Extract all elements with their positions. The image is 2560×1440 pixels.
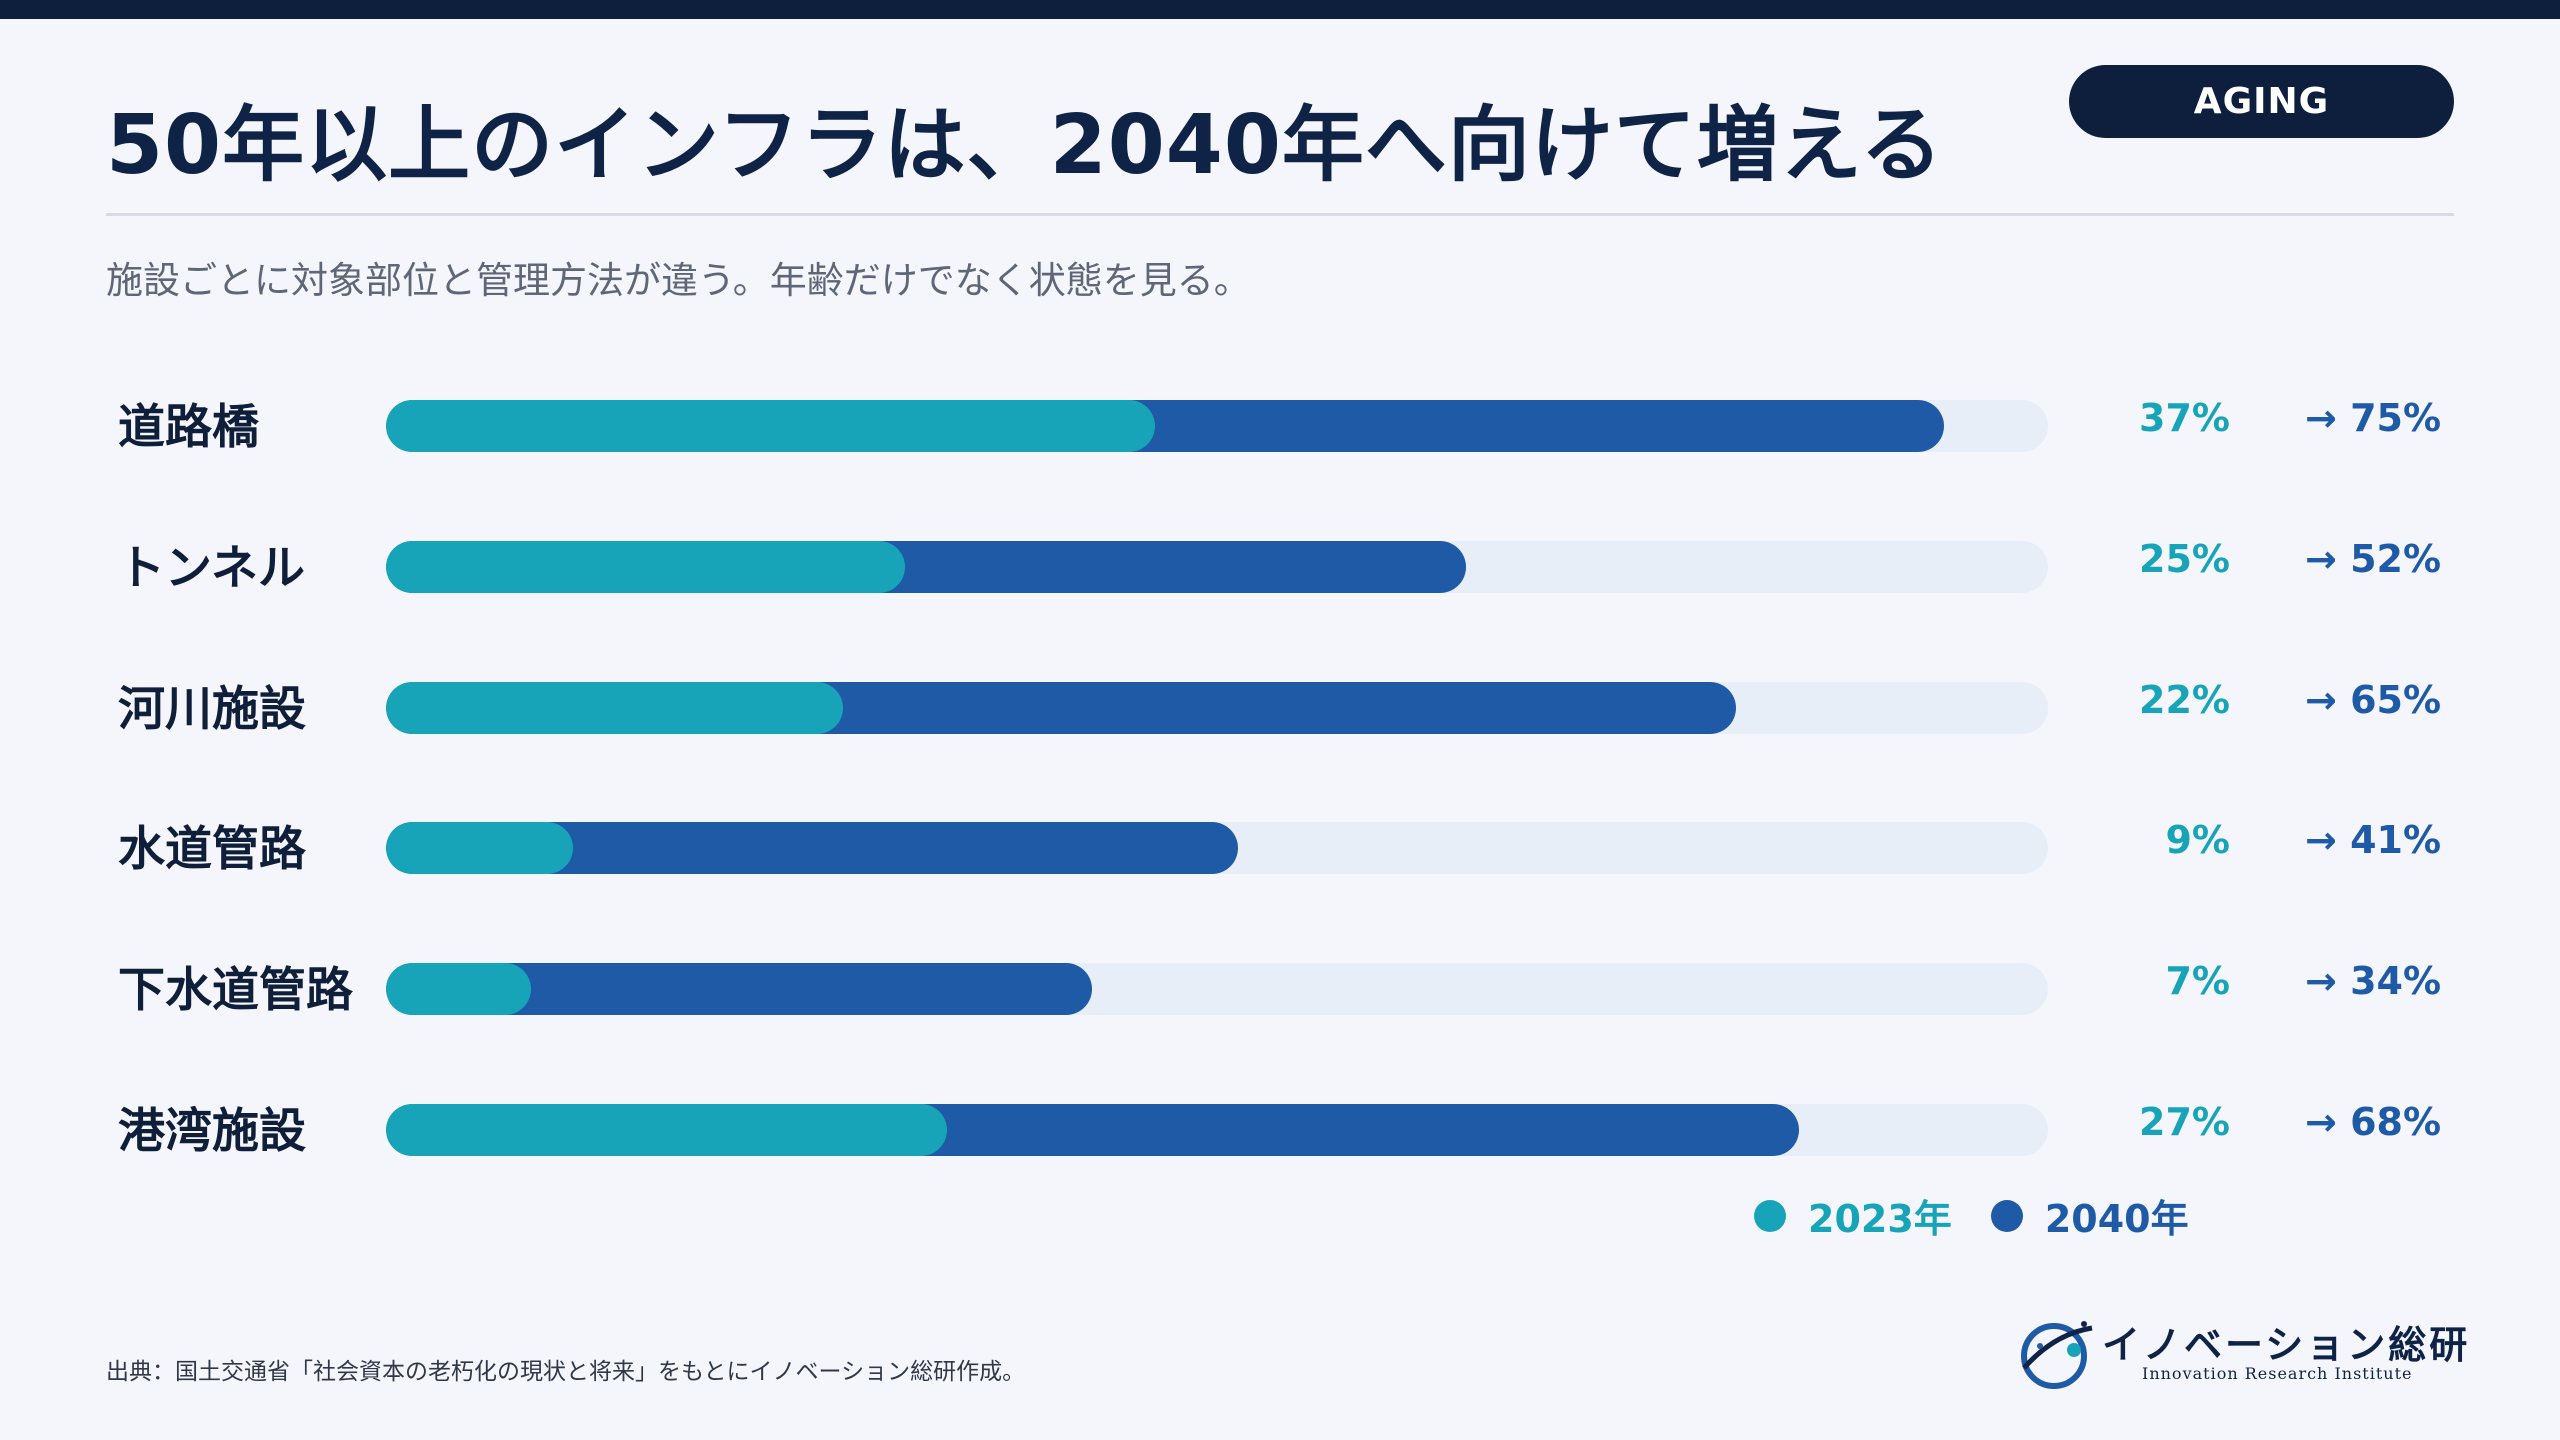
legend-label-2023: 2023年 [1808, 1197, 1952, 1241]
bar-track [386, 400, 2048, 452]
category-label: 道路橋 [118, 400, 259, 455]
title-divider [106, 213, 2454, 216]
chart-row: 水道管路 9% → 41% [0, 788, 2560, 888]
aging-badge: AGING [2069, 65, 2454, 138]
legend-label-2040: 2040年 [2044, 1197, 2189, 1241]
bar-track [386, 1104, 2048, 1156]
page-subtitle: 施設ごとに対象部位と管理方法が違う。年齢だけでなく状態を見る。 [106, 259, 1251, 302]
source-note: 出典：国土交通省「社会資本の老朽化の現状と将来」をもとにイノベーション総研作成。 [106, 1359, 1026, 1385]
value-label-2040: → 34% [2305, 959, 2442, 1003]
legend-item-2040: 2040年 [1990, 1188, 2189, 1243]
value-label-2023: 37% [2139, 396, 2230, 440]
chart-legend: 2023年 2040年 [1754, 1188, 2223, 1241]
value-label-2040: → 65% [2305, 678, 2442, 722]
value-label-2023: 22% [2139, 678, 2230, 722]
chart-row: トンネル 25% → 52% [0, 507, 2560, 607]
legend-dot-2040-icon [1990, 1199, 2023, 1232]
bar-2023 [386, 541, 906, 593]
category-label: トンネル [118, 541, 306, 596]
value-label-2040: → 52% [2305, 537, 2442, 581]
bar-2023 [386, 400, 1155, 452]
category-label: 水道管路 [118, 822, 306, 877]
logo-text: イノベーション総研 [2102, 1322, 2471, 1367]
company-logo: イノベーション総研 Innovation Research Institute [2012, 1306, 2467, 1398]
bar-track [386, 822, 2048, 874]
category-label: 港湾施設 [118, 1104, 306, 1159]
category-label: 河川施設 [118, 682, 306, 737]
value-label-2040: → 75% [2305, 396, 2442, 440]
value-label-2023: 25% [2139, 537, 2230, 581]
logo-subtext: Innovation Research Institute [2142, 1364, 2413, 1383]
chart-row: 河川施設 22% → 65% [0, 648, 2560, 748]
page-title: 50年以上のインフラは、2040年へ向けて増える [106, 98, 1944, 193]
legend-dot-2023-icon [1754, 1199, 1786, 1232]
bar-track [386, 541, 2048, 593]
category-label: 下水道管路 [118, 963, 353, 1018]
chart-row: 下水道管路 7% → 34% [0, 929, 2560, 1029]
bar-track [386, 682, 2048, 734]
value-label-2023: 9% [2165, 818, 2230, 862]
bar-2023 [386, 1104, 947, 1156]
top-accent-bar [0, 0, 2560, 19]
value-label-2040: → 41% [2305, 818, 2442, 862]
value-label-2023: 7% [2165, 959, 2230, 1003]
chart-row: 港湾施設 27% → 68% [0, 1070, 2560, 1170]
legend-item-2023: 2023年 [1754, 1188, 1952, 1243]
value-label-2040: → 68% [2305, 1100, 2442, 1144]
bar-2023 [386, 963, 532, 1015]
chart-row: 道路橋 37% → 75% [0, 366, 2560, 466]
bar-2023 [386, 682, 844, 734]
bar-2023 [386, 822, 573, 874]
bar-track [386, 963, 2048, 1015]
value-label-2023: 27% [2139, 1100, 2230, 1144]
logo-globe-icon [2021, 1321, 2093, 1389]
